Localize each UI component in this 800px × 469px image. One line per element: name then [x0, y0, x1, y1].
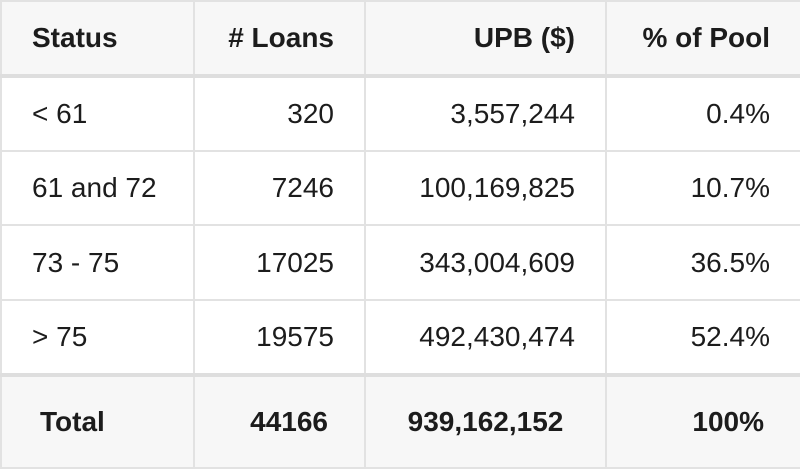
table-body: < 61 320 3,557,244 0.4% 61 and 72 7246 1… — [0, 74, 800, 377]
cell-upb: 492,430,474 — [364, 298, 607, 377]
cell-status: > 75 — [0, 298, 195, 377]
table-row: 73 - 75 17025 343,004,609 36.5% — [0, 224, 800, 301]
cell-status: 61 and 72 — [0, 150, 195, 227]
cell-upb: 343,004,609 — [364, 224, 607, 301]
cell-status: < 61 — [0, 74, 195, 153]
table-header: Status # Loans UPB ($) % of Pool — [0, 0, 800, 78]
cell-status: 73 - 75 — [0, 224, 195, 301]
cell-upb: 100,169,825 — [364, 150, 607, 227]
cell-pool-pct: 52.4% — [605, 298, 800, 377]
total-row: Total 44166 939,162,152 100% — [0, 373, 800, 469]
total-loans: 44166 — [193, 373, 366, 469]
table-row: 61 and 72 7246 100,169,825 10.7% — [0, 150, 800, 227]
total-pool-pct: 100% — [605, 373, 800, 469]
cell-pool-pct: 10.7% — [605, 150, 800, 227]
total-upb: 939,162,152 — [364, 373, 607, 469]
cell-loans: 320 — [193, 74, 366, 153]
header-row: Status # Loans UPB ($) % of Pool — [0, 0, 800, 78]
cell-pool-pct: 0.4% — [605, 74, 800, 153]
cell-loans: 19575 — [193, 298, 366, 377]
table-row: < 61 320 3,557,244 0.4% — [0, 74, 800, 153]
cell-loans: 7246 — [193, 150, 366, 227]
header-loans: # Loans — [193, 0, 366, 78]
header-pool-pct: % of Pool — [605, 0, 800, 78]
cell-loans: 17025 — [193, 224, 366, 301]
header-status: Status — [0, 0, 195, 78]
cell-upb: 3,557,244 — [364, 74, 607, 153]
cell-pool-pct: 36.5% — [605, 224, 800, 301]
table-footer: Total 44166 939,162,152 100% — [0, 373, 800, 469]
table-row: > 75 19575 492,430,474 52.4% — [0, 298, 800, 377]
total-label: Total — [0, 373, 195, 469]
header-upb: UPB ($) — [364, 0, 607, 78]
